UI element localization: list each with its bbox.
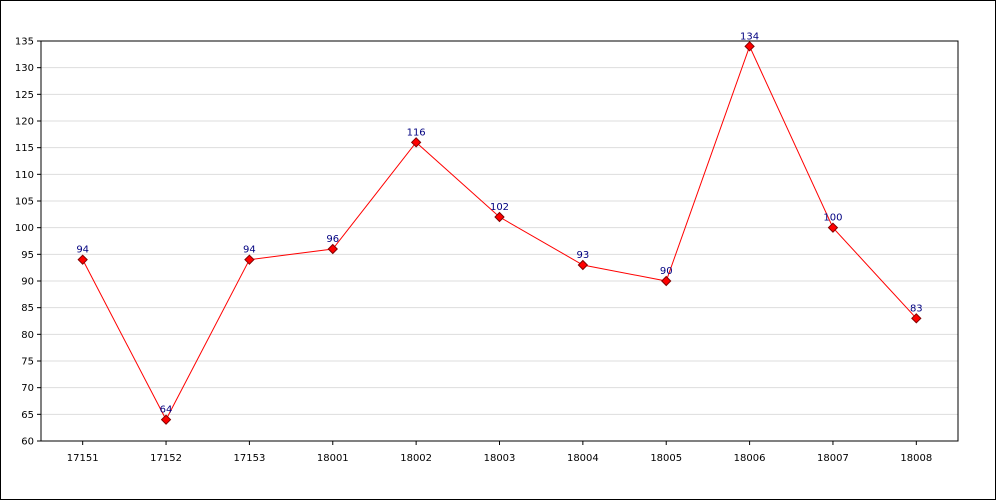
- data-point: [494, 211, 505, 223]
- y-tick-label: 120: [15, 117, 34, 128]
- x-tick-label: 17151: [67, 453, 99, 464]
- data-point: [911, 313, 922, 324]
- y-tick-label: 90: [21, 277, 34, 288]
- y-tick-label: 105: [15, 197, 34, 208]
- x-tick-label: 17153: [234, 453, 266, 464]
- y-axis: 60 65 70 75 80 85 90 95 100 105 110 115 120 125 130 135: [15, 37, 41, 448]
- data-label: 94: [243, 245, 256, 256]
- data-point: [827, 222, 839, 233]
- data-point: [327, 243, 338, 255]
- x-tick-label: 18008: [900, 453, 932, 464]
- data-label: 64: [160, 405, 173, 416]
- y-tick-label: 85: [21, 303, 34, 314]
- series-line: [82, 45, 917, 421]
- y-tick-label: 60: [21, 437, 34, 448]
- x-tick-label: 18006: [734, 453, 766, 464]
- x-tick-label: 18004: [567, 453, 599, 464]
- x-tick-label: 18003: [484, 453, 516, 464]
- x-tick-label: 18001: [317, 453, 349, 464]
- y-tick-label: 115: [15, 143, 34, 154]
- y-tick-label: 65: [21, 410, 34, 421]
- data-point: [410, 137, 422, 148]
- data-point: [77, 254, 88, 265]
- data-point: [661, 275, 672, 287]
- data-label: 93: [576, 250, 589, 261]
- x-tick-label: 18002: [400, 453, 432, 464]
- y-tick-label: 75: [21, 357, 34, 368]
- y-tick-label: 110: [15, 170, 34, 181]
- x-tick-label: 18005: [650, 453, 682, 464]
- data-label: 100: [823, 213, 842, 224]
- data-point: [744, 41, 755, 52]
- x-tick-label: 18007: [817, 453, 849, 464]
- data-point: [244, 254, 255, 265]
- y-tick-label: 125: [15, 90, 34, 101]
- y-tick-label: 70: [21, 383, 34, 394]
- data-label: 116: [407, 127, 426, 138]
- data-labels: 94 64 94 96 116 102 93 90 134 100 83: [76, 31, 922, 415]
- data-label: 102: [490, 202, 509, 213]
- x-axis: 17151 17152 17153 18001 18002 18003 18004 18005…: [67, 441, 932, 464]
- y-tick-label: 95: [21, 250, 34, 261]
- data-markers: [77, 41, 922, 425]
- data-point: [160, 414, 172, 425]
- data-label: 134: [740, 31, 759, 42]
- grid-lines: [41, 40, 958, 442]
- data-label: 90: [660, 266, 673, 277]
- data-point: [577, 259, 589, 271]
- data-label: 96: [326, 234, 339, 245]
- x-tick-label: 17152: [150, 453, 182, 464]
- data-label: 83: [910, 303, 923, 314]
- y-tick-label: 130: [15, 63, 34, 74]
- plot-area: [40, 40, 959, 442]
- y-tick-label: 80: [21, 330, 34, 341]
- y-tick-label: 135: [15, 37, 34, 48]
- data-label: 94: [76, 245, 89, 256]
- y-tick-label: 100: [15, 223, 34, 234]
